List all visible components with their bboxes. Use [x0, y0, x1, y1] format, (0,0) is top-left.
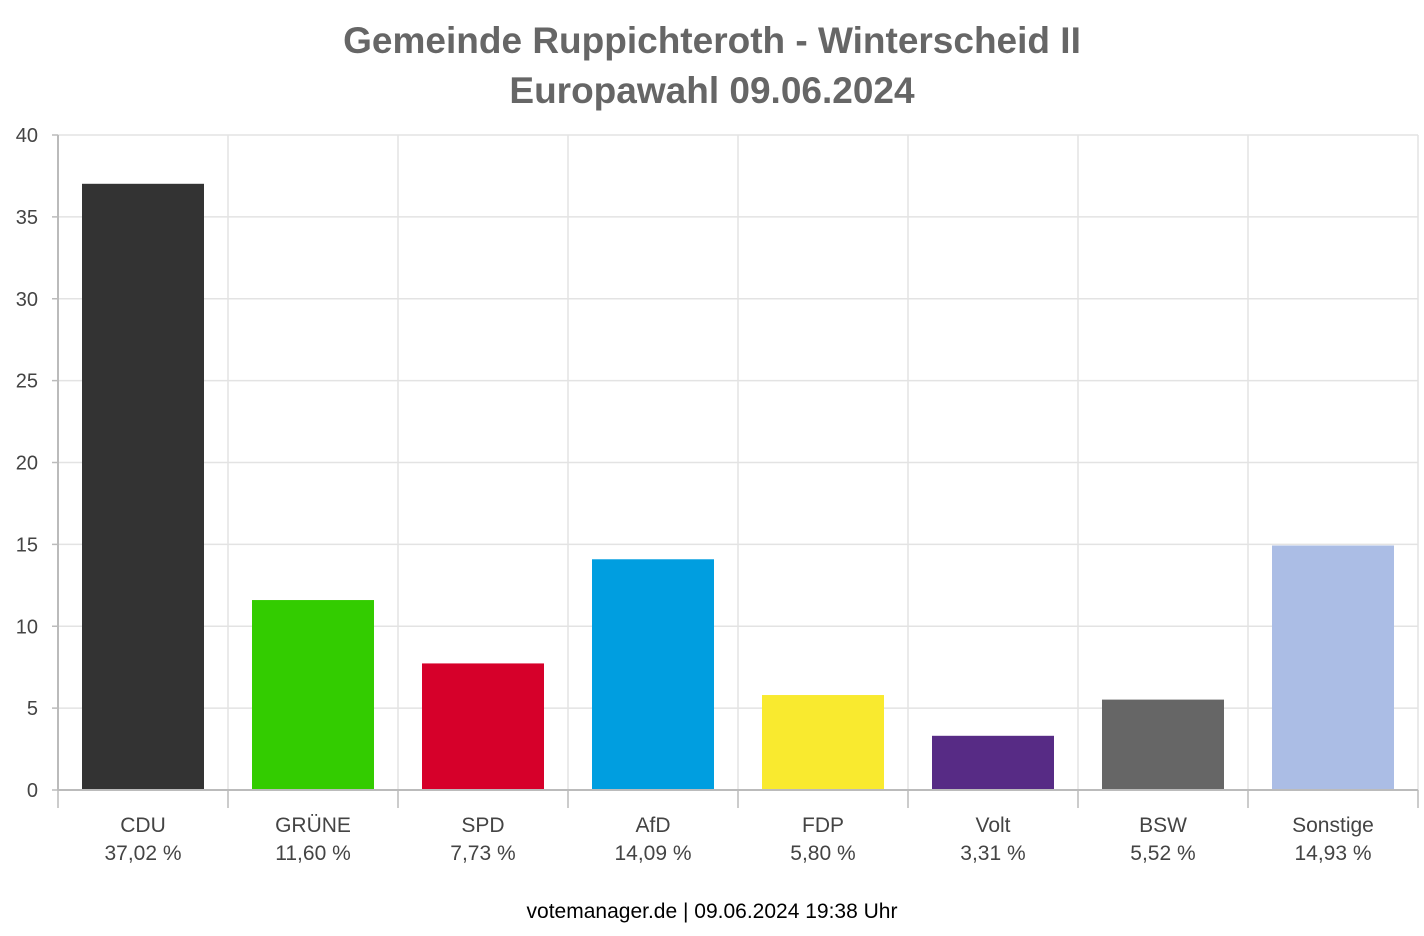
- x-tick-label: CDU: [120, 814, 166, 837]
- footer-source: votemanager.de | 09.06.2024 19:38 Uhr: [526, 900, 898, 923]
- bar-cdu: [82, 183, 204, 791]
- y-tick-label: 30: [16, 289, 38, 311]
- y-tick-label: 20: [16, 453, 38, 475]
- x-tick-label: GRÜNE: [275, 814, 351, 837]
- bar-sonstige: [1272, 545, 1394, 790]
- bars: [82, 183, 1394, 791]
- x-tick-label: AfD: [635, 814, 670, 837]
- bar-grüne: [252, 600, 374, 790]
- y-tick-label: 35: [16, 207, 38, 229]
- grid-lines: [58, 134, 1419, 790]
- bar-spd: [422, 663, 544, 790]
- bar-fdp: [762, 695, 884, 790]
- value-label: 5,80 %: [790, 842, 855, 865]
- y-tick-label: 10: [16, 616, 38, 638]
- y-tick-label: 5: [27, 698, 38, 720]
- y-tick-label: 40: [16, 125, 38, 147]
- y-tick-label: 0: [27, 780, 38, 802]
- chart-title: Gemeinde Ruppichteroth - Winterscheid II: [343, 20, 1081, 61]
- x-tick-label: SPD: [461, 814, 504, 837]
- value-label: 3,31 %: [960, 842, 1025, 865]
- value-label: 14,09 %: [614, 842, 691, 865]
- bar-afd: [592, 559, 714, 790]
- x-tick-label: Volt: [975, 814, 1010, 837]
- axes: [52, 134, 1419, 808]
- value-label: 37,02 %: [104, 842, 181, 865]
- bar-bsw: [1102, 699, 1224, 790]
- value-label: 7,73 %: [450, 842, 515, 865]
- bar-volt: [932, 735, 1054, 790]
- x-tick-label: Sonstige: [1292, 814, 1374, 837]
- x-tick-labels: CDU 37,02 % GRÜNE 11,60 % SPD 7,73 % AfD 14,09 …: [104, 814, 1373, 865]
- y-tick-label: 25: [16, 371, 38, 393]
- value-label: 5,52 %: [1130, 842, 1195, 865]
- y-tick-label: 15: [16, 534, 38, 556]
- chart-subtitle: Europawahl 09.06.2024: [509, 70, 915, 111]
- value-label: 14,93 %: [1294, 842, 1371, 865]
- x-tick-label: FDP: [802, 814, 844, 837]
- y-tick-labels: 0 5 10 15 20 25 30 35 40: [16, 125, 38, 802]
- value-label: 11,60 %: [275, 842, 351, 865]
- x-tick-label: BSW: [1139, 814, 1187, 837]
